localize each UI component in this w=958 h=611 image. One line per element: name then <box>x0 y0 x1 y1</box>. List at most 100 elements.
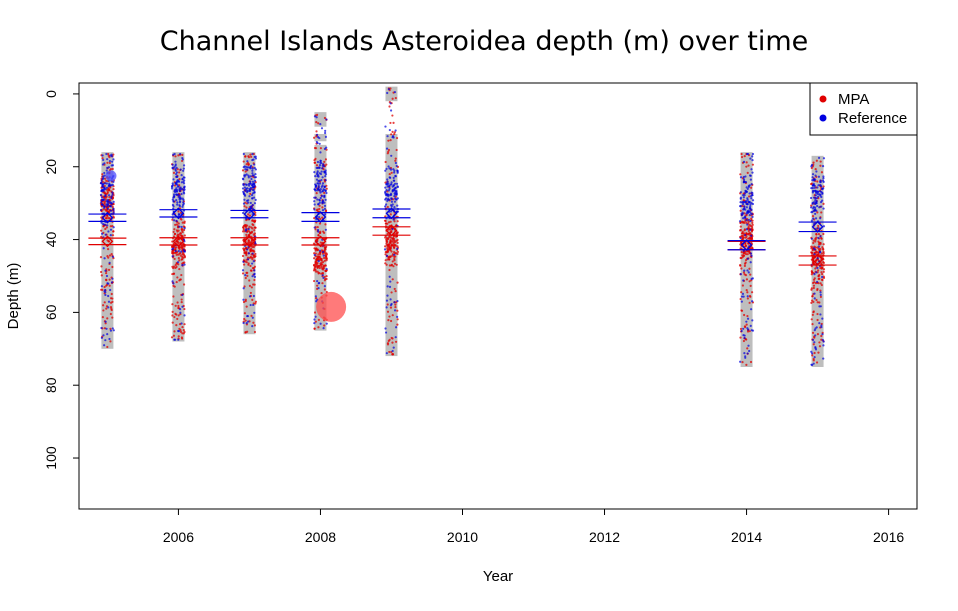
mpa-point-2014 <box>748 301 751 304</box>
mpa-point-2014 <box>739 209 742 212</box>
reference-point-2014 <box>743 351 746 355</box>
mpa-point-2015 <box>821 273 824 276</box>
mpa-point-2015 <box>815 159 818 162</box>
mpa-point-2008 <box>318 204 321 207</box>
mpa-point-2007 <box>253 265 257 268</box>
reference-point-2005 <box>100 200 103 204</box>
mpa-point-2009 <box>387 237 390 240</box>
reference-point-2006 <box>183 314 186 317</box>
mpa-point-2009 <box>395 263 398 266</box>
mpa-point-2015 <box>814 168 817 171</box>
reference-point-2014 <box>749 195 752 198</box>
reference-point-2007 <box>249 182 252 185</box>
reference-point-2015 <box>821 191 824 195</box>
mpa-point-2008 <box>321 282 324 285</box>
mpa-point-2008 <box>317 272 320 275</box>
reference-point-2007 <box>249 186 252 190</box>
mpa-point-2009 <box>391 130 394 133</box>
mpa-point-2007 <box>253 330 257 334</box>
reference-point-2006 <box>178 307 182 311</box>
mpa-point-2008 <box>323 256 326 260</box>
reference-point-2008 <box>318 281 321 285</box>
mpa-point-2007 <box>247 213 250 216</box>
mpa-point-2009 <box>393 220 396 223</box>
mpa-point-2015 <box>813 351 816 355</box>
mpa-point-2005 <box>107 154 110 157</box>
reference-point-2008 <box>320 162 323 165</box>
mpa-point-2015 <box>816 301 819 304</box>
mpa-point-2015 <box>812 357 815 361</box>
mpa-point-2014 <box>743 262 747 265</box>
reference-point-2005 <box>106 166 109 169</box>
mpa-point-2005 <box>101 173 104 176</box>
mpa-point-2015 <box>810 245 813 248</box>
reference-point-2007 <box>244 274 247 277</box>
mpa-point-2006 <box>177 222 180 225</box>
reference-point-2005 <box>106 205 109 208</box>
reference-point-2014 <box>749 205 752 208</box>
mpa-point-2014 <box>740 152 743 156</box>
reference-point-2009 <box>395 198 398 201</box>
mpa-point-2015 <box>819 266 822 270</box>
reference-point-2014 <box>750 308 753 311</box>
reference-point-2008 <box>322 163 325 166</box>
mpa-point-2005 <box>112 153 115 156</box>
reference-point-2008 <box>319 151 322 154</box>
reference-point-2005 <box>101 154 104 157</box>
reference-point-2005 <box>100 221 103 224</box>
reference-point-2008 <box>324 213 327 216</box>
reference-point-2015 <box>810 163 814 167</box>
mpa-mean-marker-2005 <box>101 235 114 248</box>
reference-point-2014 <box>750 168 753 171</box>
mpa-point-2015 <box>812 311 815 314</box>
reference-point-2005 <box>100 179 103 183</box>
reference-point-2005 <box>110 281 114 284</box>
reference-point-2007 <box>245 183 248 187</box>
reference-point-2014 <box>745 206 748 209</box>
reference-point-2008 <box>313 318 316 321</box>
mpa-point-2006 <box>171 303 174 306</box>
reference-point-2009 <box>386 91 389 95</box>
reference-point-2014 <box>751 155 754 158</box>
mpa-point-2005 <box>104 208 107 211</box>
reference-point-2005 <box>105 327 108 330</box>
mpa-point-2007 <box>242 300 246 304</box>
reference-point-2014 <box>739 201 742 204</box>
reference-point-2007 <box>253 191 256 194</box>
reference-point-2005 <box>103 206 106 209</box>
reference-point-2007 <box>253 202 257 205</box>
legend: MPA Reference <box>809 82 918 136</box>
mpa-point-2008 <box>318 255 321 258</box>
mpa-point-2015 <box>821 278 824 281</box>
reference-point-2015 <box>821 338 825 342</box>
mpa-point-2005 <box>109 186 112 189</box>
mpa-point-2015 <box>812 284 816 287</box>
mpa-point-2005 <box>103 184 106 188</box>
reference-point-2005 <box>108 184 111 187</box>
reference-point-2015 <box>816 186 819 189</box>
reference-point-2014 <box>742 295 745 298</box>
reference-point-2015 <box>809 196 813 200</box>
reference-point-2007 <box>251 167 254 170</box>
reference-point-2006 <box>176 185 179 188</box>
legend-mpa-marker <box>819 95 827 103</box>
mpa-point-2006 <box>177 154 180 157</box>
mpa-point-2014 <box>745 165 748 168</box>
mpa-point-2005 <box>109 327 112 330</box>
mpa-point-2007 <box>251 245 254 249</box>
reference-point-2006 <box>182 182 186 185</box>
reference-point-2005 <box>103 290 106 293</box>
reference-point-2006 <box>171 163 174 166</box>
reference-point-2015 <box>811 210 814 213</box>
legend-box <box>809 82 918 136</box>
mpa-point-2006 <box>177 237 180 241</box>
mpa-point-2009 <box>396 241 399 244</box>
mpa-point-2005 <box>103 285 106 289</box>
reference-point-2015 <box>818 193 821 196</box>
x-tick-label-2008: 2008 <box>305 529 336 545</box>
mpa-point-2015 <box>810 287 813 290</box>
reference-point-2015 <box>821 275 824 279</box>
mpa-point-2014 <box>740 250 743 254</box>
reference-point-2005 <box>111 193 114 196</box>
mpa-point-2006 <box>171 218 174 221</box>
